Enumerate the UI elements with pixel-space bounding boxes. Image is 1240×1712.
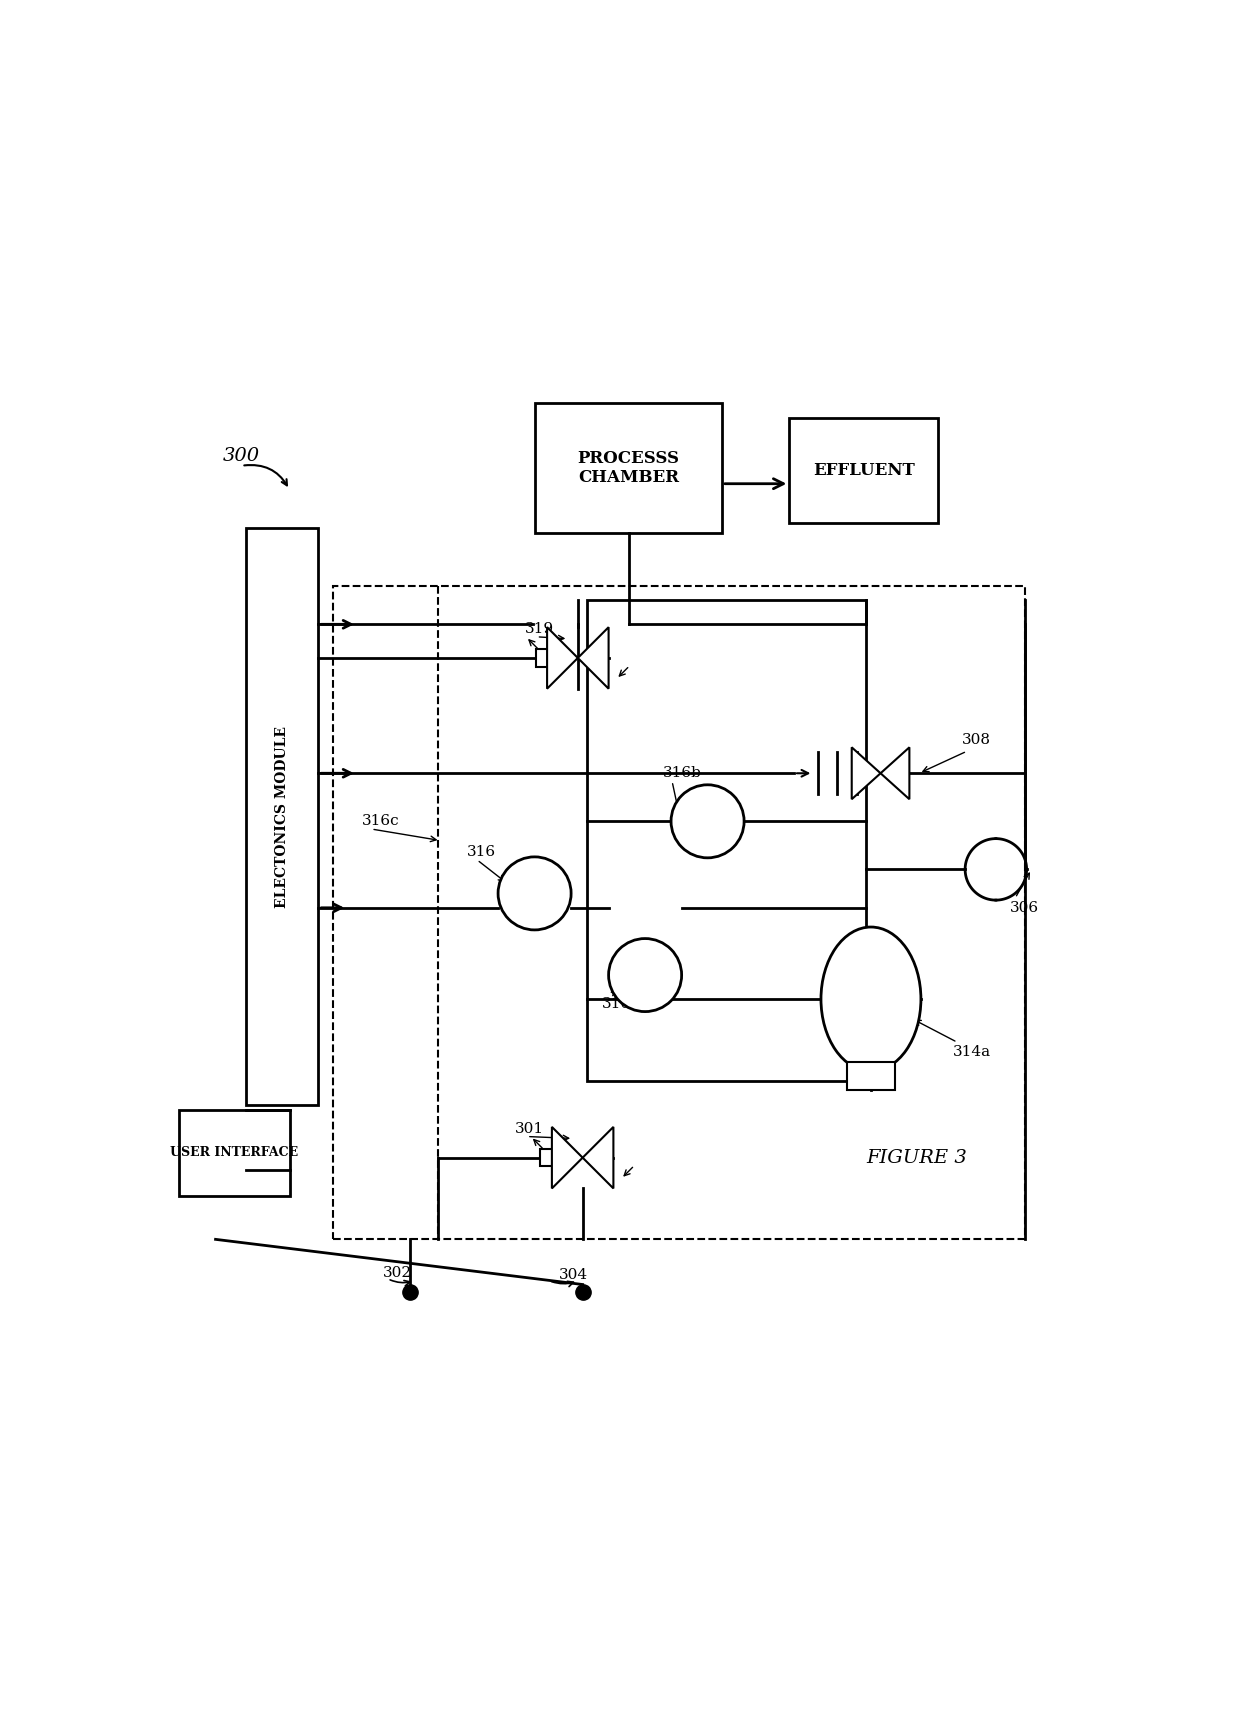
Polygon shape [547,627,578,688]
Bar [536,649,553,666]
Text: 308: 308 [962,733,991,746]
Text: 319: 319 [525,621,554,637]
Bar [541,1149,558,1166]
Bar [789,418,939,524]
Text: 304: 304 [558,1269,588,1282]
Circle shape [498,858,572,930]
Polygon shape [852,748,880,800]
Polygon shape [880,748,909,800]
Text: 302: 302 [383,1265,412,1281]
Text: ELECTONICS MODULE: ELECTONICS MODULE [275,726,289,907]
Bar [588,601,867,1080]
Text: 300: 300 [222,447,259,466]
Bar [247,529,319,1104]
Text: FIGURE 3: FIGURE 3 [866,1149,967,1166]
Bar [847,1061,895,1091]
Text: 316a: 316a [601,996,640,1010]
Text: 316b: 316b [662,767,702,781]
Polygon shape [552,1126,583,1188]
Text: USER INTERFACE: USER INTERFACE [170,1147,299,1159]
Bar [332,586,1024,1239]
Text: 306: 306 [1011,901,1039,914]
Bar [179,1109,290,1197]
Text: EFFLUENT: EFFLUENT [813,462,915,479]
Ellipse shape [821,926,921,1072]
Polygon shape [578,627,609,688]
Polygon shape [583,1126,614,1188]
Text: 316c: 316c [362,815,399,829]
Text: PROCESSS
CHAMBER: PROCESSS CHAMBER [578,450,680,486]
Text: 301: 301 [516,1121,544,1135]
Text: 316: 316 [467,846,496,859]
Bar [534,404,722,532]
Circle shape [671,784,744,858]
Text: 314a: 314a [952,1044,991,1060]
Circle shape [609,938,682,1012]
